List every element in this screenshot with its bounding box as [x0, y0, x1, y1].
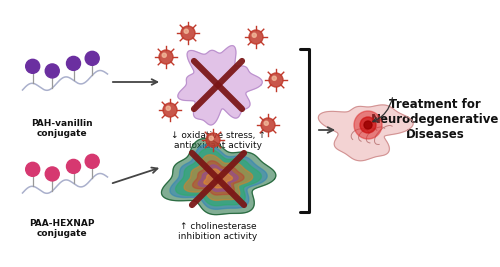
Polygon shape — [178, 46, 262, 125]
Circle shape — [163, 103, 177, 117]
Polygon shape — [170, 145, 267, 209]
Circle shape — [181, 26, 195, 40]
Circle shape — [66, 159, 80, 173]
Circle shape — [45, 167, 60, 181]
Text: PAA-HEXNAP
conjugate: PAA-HEXNAP conjugate — [29, 219, 95, 238]
Text: ↓ oxidative stress, ↑
antioxidant activity: ↓ oxidative stress, ↑ antioxidant activi… — [170, 131, 266, 150]
Circle shape — [26, 59, 40, 73]
Circle shape — [166, 106, 170, 110]
Circle shape — [206, 133, 220, 147]
Circle shape — [252, 33, 256, 37]
Circle shape — [364, 121, 372, 129]
Circle shape — [162, 53, 166, 57]
Circle shape — [264, 121, 268, 125]
Text: PAH-vanillin
conjugate: PAH-vanillin conjugate — [31, 119, 93, 138]
Polygon shape — [204, 169, 233, 188]
Circle shape — [45, 64, 60, 78]
Polygon shape — [318, 105, 413, 161]
Circle shape — [85, 51, 99, 65]
Polygon shape — [198, 165, 238, 191]
Circle shape — [85, 154, 99, 168]
Polygon shape — [184, 155, 252, 201]
Polygon shape — [176, 149, 262, 206]
Circle shape — [184, 29, 188, 33]
Circle shape — [159, 50, 173, 64]
Circle shape — [354, 111, 382, 139]
Circle shape — [269, 73, 283, 87]
Circle shape — [249, 30, 263, 44]
Circle shape — [66, 56, 80, 70]
Circle shape — [209, 136, 214, 140]
Text: Treatment for
Neurodegenerative
Diseases: Treatment for Neurodegenerative Diseases — [371, 97, 499, 140]
Polygon shape — [162, 139, 276, 215]
Polygon shape — [192, 161, 244, 195]
Circle shape — [26, 162, 40, 176]
Circle shape — [261, 118, 275, 132]
Text: ↑ cholinesterase
inhibition activity: ↑ cholinesterase inhibition activity — [178, 222, 258, 241]
Circle shape — [360, 117, 376, 133]
Circle shape — [272, 76, 276, 80]
